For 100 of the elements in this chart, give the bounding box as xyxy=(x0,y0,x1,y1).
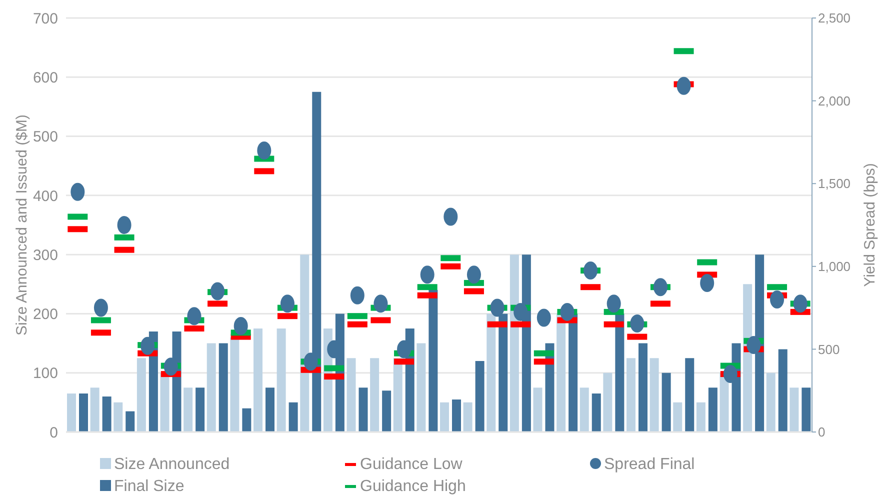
bar xyxy=(790,388,799,432)
legend-label: Guidance High xyxy=(359,478,467,497)
point xyxy=(514,302,528,321)
bar xyxy=(626,358,636,432)
y2-tick-label: 500 xyxy=(818,342,840,357)
bar xyxy=(184,388,193,432)
bar xyxy=(102,396,112,432)
point xyxy=(723,365,738,384)
bar xyxy=(266,388,274,432)
legend-label: Size Announced xyxy=(113,456,231,475)
bar xyxy=(696,402,706,432)
bar xyxy=(556,314,566,432)
bar xyxy=(370,358,380,432)
bar xyxy=(79,394,88,432)
point xyxy=(466,266,481,284)
point xyxy=(653,278,668,296)
point xyxy=(584,262,598,280)
legend-label: Guidance Low xyxy=(359,456,464,475)
point xyxy=(397,340,412,358)
bar xyxy=(580,388,589,432)
bar xyxy=(254,328,262,432)
y2-tick-label: 1,500 xyxy=(818,176,851,192)
bar xyxy=(463,402,472,432)
bar xyxy=(638,343,648,432)
bar xyxy=(276,328,286,432)
bar xyxy=(358,388,368,432)
bar xyxy=(533,388,542,432)
y2-axis-title: Yield Spread (bps) xyxy=(861,163,878,287)
bar xyxy=(242,408,252,432)
y-tick-label: 500 xyxy=(32,128,58,146)
bar xyxy=(673,402,682,432)
point xyxy=(490,298,504,317)
bar xyxy=(382,390,392,432)
point xyxy=(350,286,364,304)
bar xyxy=(662,372,671,432)
y2-tick-label: 2,500 xyxy=(818,10,851,26)
bar xyxy=(346,358,356,432)
point xyxy=(117,216,132,234)
y-tick-label: 300 xyxy=(32,246,58,264)
bar xyxy=(393,358,402,432)
bar xyxy=(510,254,519,432)
bar xyxy=(475,361,484,432)
point xyxy=(164,358,178,376)
point xyxy=(536,308,551,327)
point xyxy=(304,352,318,371)
bar xyxy=(650,358,659,432)
y2-tick-label: 2,000 xyxy=(818,93,851,108)
y-axis-title: Size Announced and Issued ($M) xyxy=(13,114,30,336)
bar xyxy=(766,372,776,432)
legend-label: Spread Final xyxy=(603,456,696,475)
bar xyxy=(452,399,461,432)
point xyxy=(700,274,714,292)
y-tick-label: 0 xyxy=(50,424,58,442)
bar xyxy=(778,349,788,432)
point xyxy=(793,294,808,313)
bar xyxy=(114,402,123,432)
bar xyxy=(90,388,100,432)
point xyxy=(630,314,644,333)
legend-label: Final Size xyxy=(113,478,186,497)
point xyxy=(210,282,225,300)
point xyxy=(676,76,691,95)
point xyxy=(374,294,388,313)
y-tick-label: 700 xyxy=(32,10,58,28)
bar xyxy=(685,358,694,432)
bar xyxy=(136,358,146,432)
point xyxy=(70,182,85,201)
point xyxy=(444,208,458,226)
point xyxy=(420,266,434,284)
y-tick-label: 100 xyxy=(32,365,58,382)
bar xyxy=(440,402,449,432)
y-tick-label: 600 xyxy=(32,69,58,86)
bar xyxy=(288,402,298,432)
bar xyxy=(230,337,240,432)
point xyxy=(560,302,574,321)
point xyxy=(606,294,621,313)
point xyxy=(770,290,784,309)
bar xyxy=(603,372,612,432)
bar xyxy=(486,314,496,432)
point xyxy=(187,307,202,326)
point xyxy=(234,317,248,336)
bar xyxy=(206,343,216,432)
bar xyxy=(67,394,76,432)
bar xyxy=(300,254,310,432)
bar xyxy=(416,343,426,432)
point xyxy=(94,298,108,317)
bar xyxy=(743,284,752,432)
y2-tick-label: 1,000 xyxy=(818,259,851,274)
bar xyxy=(708,388,718,432)
point xyxy=(280,294,294,313)
point xyxy=(257,141,272,160)
y2-tick-label: 0 xyxy=(818,424,826,440)
y-tick-label: 400 xyxy=(32,188,58,205)
bar xyxy=(592,394,601,432)
point xyxy=(140,336,155,355)
bar xyxy=(160,372,170,432)
y-tick-label: 200 xyxy=(32,306,58,324)
bar xyxy=(126,411,135,432)
bar xyxy=(218,343,228,432)
point xyxy=(746,336,761,354)
bar xyxy=(196,388,205,432)
